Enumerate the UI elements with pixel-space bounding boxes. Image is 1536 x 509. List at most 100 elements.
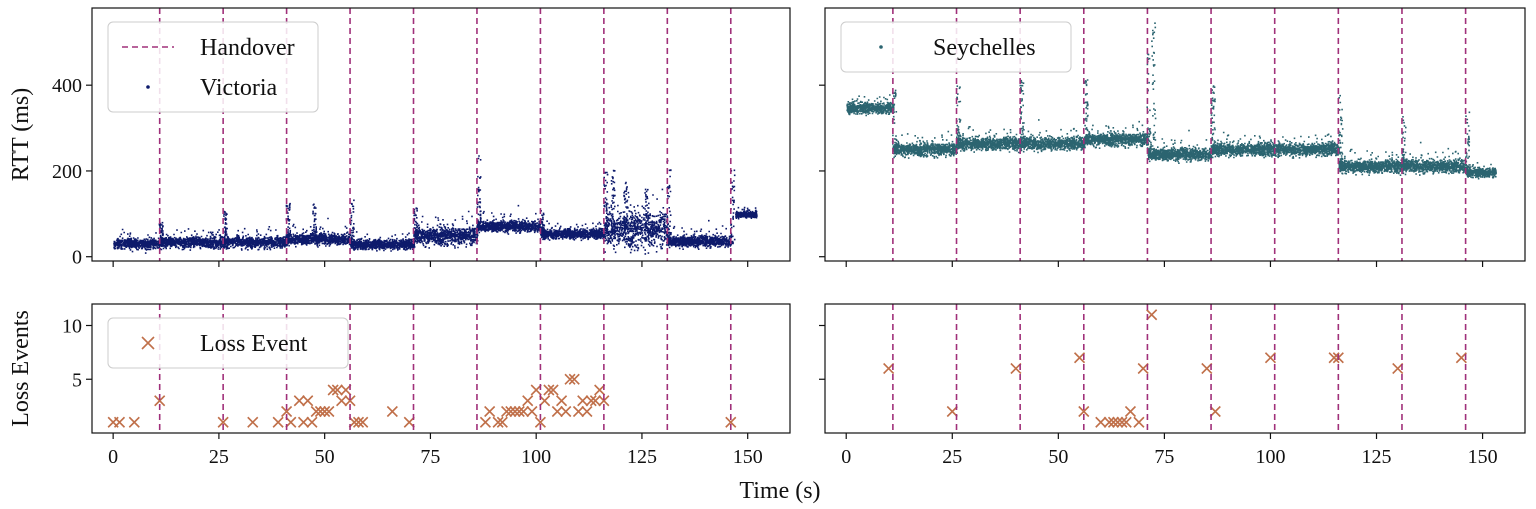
- loss-event-marker: [1073, 352, 1086, 364]
- legend-dot-swatch: [879, 45, 883, 49]
- loss-event-marker: [547, 384, 559, 396]
- loss-event-marker: [1120, 416, 1132, 428]
- loss-event-marker: [128, 416, 140, 428]
- seychelles-loss-axes-frame: [824, 303, 1526, 434]
- loss-event-marker: [1392, 362, 1404, 375]
- legend-label: Loss Event: [200, 331, 308, 357]
- loss-event-marker: [1107, 416, 1120, 428]
- legend-label: Victoria: [200, 75, 278, 101]
- loss-event-marker: [403, 416, 415, 428]
- loss-event-marker: [348, 416, 360, 428]
- loss-event-marker: [1201, 362, 1213, 375]
- loss-event-marker: [1209, 405, 1221, 418]
- loss-event-marker: [1264, 352, 1277, 364]
- loss-event-marker: [323, 405, 335, 418]
- loss-event-marker: [517, 405, 530, 418]
- loss-event-marker: [331, 384, 343, 396]
- loss-event-marker: [297, 416, 310, 428]
- seychelles-rtt-axes-frame: [824, 7, 1526, 262]
- loss-event-marker: [509, 405, 521, 418]
- loss-event-marker: [352, 416, 365, 428]
- legend-box: [840, 21, 1072, 73]
- loss-event-marker: [505, 405, 517, 418]
- legend-box: [107, 21, 319, 113]
- loss-event-marker: [281, 405, 293, 418]
- loss-event-marker: [285, 416, 297, 428]
- loss-event-marker: [1078, 405, 1090, 418]
- y-tick-label: 5: [72, 369, 82, 391]
- x-tick-label: 0: [108, 446, 118, 468]
- loss-event-marker: [551, 405, 563, 418]
- y-tick-label: 200: [52, 161, 82, 183]
- y-tick-label: 400: [52, 75, 82, 97]
- x-tick-label: 75: [1154, 446, 1174, 468]
- loss-event-marker: [501, 405, 513, 418]
- loss-event-marker: [1328, 352, 1340, 364]
- loss-event-marker: [883, 362, 895, 375]
- loss-event-marker: [357, 416, 369, 428]
- x-tick-label: 25: [942, 446, 962, 468]
- loss-event-marker: [522, 395, 534, 407]
- victoria-loss-legend: Loss Event: [107, 317, 349, 369]
- x-tick-label: 100: [521, 446, 551, 468]
- loss-event-marker: [1146, 309, 1158, 321]
- x-tick-label: 75: [420, 446, 440, 468]
- panel-seychelles-rtt: Seychelles: [819, 7, 1526, 267]
- loss-event-marker: [154, 395, 166, 407]
- loss-event-marker: [1133, 416, 1145, 428]
- loss-event-marker: [217, 416, 229, 428]
- seychelles-rtt-points: [846, 22, 1497, 180]
- victoria-rtt-handover-lines: [158, 8, 732, 261]
- loss-event-marker: [336, 395, 348, 407]
- loss-event-marker: [1112, 416, 1124, 428]
- loss-event-marker: [530, 384, 542, 396]
- victoria-rtt-points: [113, 155, 758, 255]
- legend-cross-swatch: [141, 336, 155, 350]
- x-tick-label: 150: [1468, 446, 1498, 468]
- loss-event-marker: [272, 416, 284, 428]
- loss-event-marker: [319, 405, 331, 418]
- loss-event-marker: [577, 395, 589, 407]
- loss-event-marker: [314, 405, 327, 418]
- x-tick-label: 100: [1255, 446, 1285, 468]
- loss-event-marker: [496, 416, 508, 428]
- x-tick-label: 50: [1048, 446, 1068, 468]
- loss-event-marker: [1103, 416, 1115, 428]
- loss-event-marker: [484, 405, 496, 418]
- x-axis-label: Time (s): [739, 478, 820, 504]
- loss-event-marker: [344, 395, 356, 407]
- loss-event-marker: [306, 416, 318, 428]
- loss-event-marker: [1116, 416, 1128, 428]
- loss-event-marker: [589, 395, 601, 407]
- loss-event-marker: [581, 405, 593, 418]
- x-tick-label: 0: [841, 446, 851, 468]
- y-tick-label: 0: [72, 247, 82, 269]
- loss-event-marker: [1010, 362, 1022, 375]
- loss-event-marker: [1124, 405, 1137, 418]
- loss-event-marker: [386, 405, 398, 418]
- legend-box: [107, 317, 349, 369]
- loss-event-marker: [564, 373, 576, 385]
- loss-event-marker: [555, 395, 568, 407]
- victoria-rtt-legend: Handover Victoria: [107, 21, 319, 113]
- loss-event-marker: [585, 395, 597, 407]
- loss-event-marker: [310, 405, 322, 418]
- loss-event-marker: [534, 416, 546, 428]
- loss-event-marker: [725, 416, 737, 428]
- victoria-loss-loss-markers: [107, 373, 737, 428]
- x-tick-label: 150: [733, 446, 763, 468]
- loss-event-marker: [513, 405, 525, 418]
- seychelles-rtt-scatter: [846, 22, 1497, 180]
- loss-event-marker: [247, 416, 259, 428]
- loss-event-marker: [492, 416, 504, 428]
- x-tick-label: 25: [209, 446, 229, 468]
- loss-event-marker: [327, 384, 339, 396]
- loss-event-marker: [293, 395, 305, 407]
- loss-event-marker: [1095, 416, 1107, 428]
- seychelles-loss-handover-lines: [892, 304, 1467, 433]
- legend-label: Handover: [200, 35, 295, 61]
- y-axis-label: RTT (ms): [8, 88, 34, 181]
- x-tick-label: 125: [1362, 446, 1392, 468]
